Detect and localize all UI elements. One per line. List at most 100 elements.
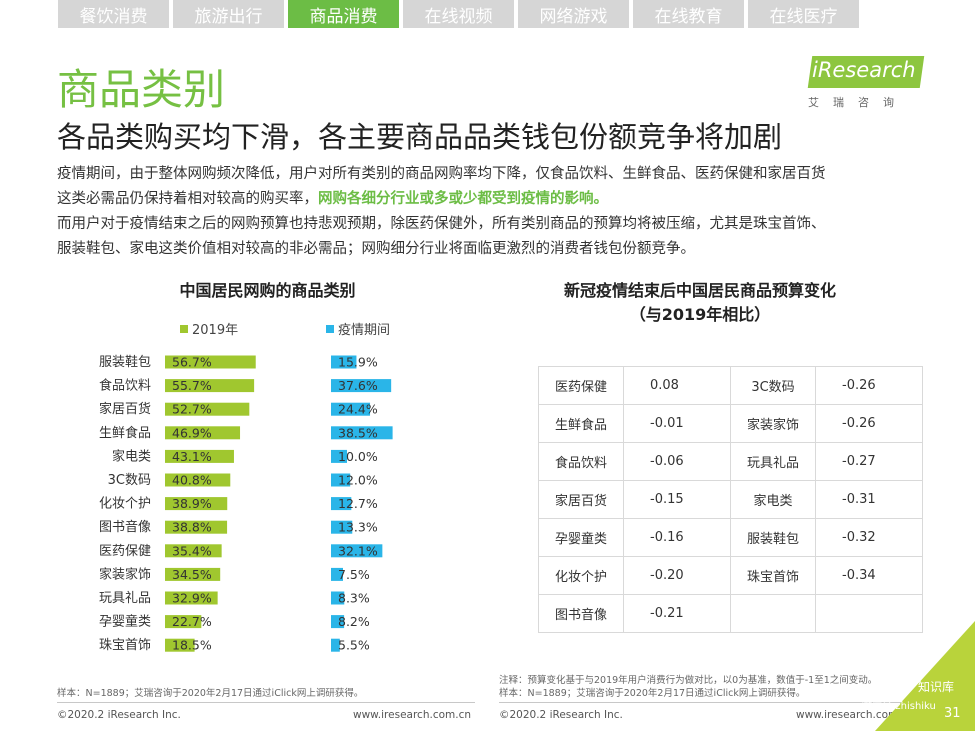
corner-decoration bbox=[875, 621, 975, 731]
category-label: 家居百货 bbox=[99, 401, 151, 417]
budget-category: 3C数码 bbox=[730, 366, 816, 405]
budget-table: 医药保健 0.08 3C数码 -0.26 生鲜食品 -0.01 家装家饰 -0.26 食品饮料 -… bbox=[538, 366, 923, 633]
legend-swatch-2019 bbox=[180, 324, 188, 333]
iresearch-logo: iResearch 艾瑞咨询 bbox=[806, 56, 928, 112]
bar-epidemic-label: 38.5% bbox=[338, 425, 378, 440]
category-label: 生鲜食品 bbox=[99, 425, 151, 441]
right-chart-title: 新冠疫情结束后中国居民商品预算变化 （与2019年相比） bbox=[563, 281, 836, 324]
bar-epidemic-label: 24.4% bbox=[338, 402, 378, 417]
budget-value: 0.08 bbox=[623, 366, 731, 405]
bar-2019-label: 38.8% bbox=[172, 520, 212, 535]
category-label: 食品饮料 bbox=[99, 378, 151, 394]
bar-2019 bbox=[165, 402, 250, 416]
bar-epidemic bbox=[331, 379, 392, 393]
budget-category: 孕婴童类 bbox=[538, 518, 624, 557]
legend-2019: 2019年 bbox=[180, 319, 238, 338]
budget-value: -0.15 bbox=[623, 480, 731, 519]
bar-epidemic bbox=[331, 402, 371, 416]
budget-value: -0.27 bbox=[815, 442, 923, 481]
budget-category: 玩具礼品 bbox=[730, 442, 816, 481]
bar-epidemic-label: 32.1% bbox=[338, 543, 378, 558]
budget-value: -0.26 bbox=[815, 366, 923, 405]
budget-value: -0.21 bbox=[623, 594, 731, 633]
budget-category: 服装鞋包 bbox=[730, 518, 816, 557]
bar-2019 bbox=[165, 544, 222, 558]
bar-epidemic bbox=[331, 638, 340, 652]
category-label: 珠宝首饰 bbox=[99, 638, 151, 653]
budget-row: 图书音像 -0.21 bbox=[538, 594, 923, 633]
left-sample-note: 样本：N=1889；艾瑞咨询于2020年2月17日通过iClick网上调研获得。 bbox=[57, 688, 364, 699]
category-label: 图书音像 bbox=[99, 519, 151, 535]
intro-line-2: 这类必需品仍保持着相对较高的购买率，网购各细分行业或多或少都受到疫情的影响。 bbox=[57, 191, 608, 207]
budget-row: 医药保健 0.08 3C数码 -0.26 bbox=[538, 366, 923, 405]
bar-2019 bbox=[165, 520, 228, 534]
bar-epidemic-label: 7.5% bbox=[338, 567, 370, 582]
intro-line-1: 疫情期间，由于整体网购频次降低，用户对所有类别的商品网购率均下降，仅食品饮料、生… bbox=[57, 166, 826, 182]
bar-2019 bbox=[165, 497, 228, 511]
bar-epidemic-label: 12.7% bbox=[338, 496, 378, 511]
bar-2019 bbox=[165, 355, 256, 369]
bar-epidemic bbox=[331, 355, 357, 369]
bar-epidemic-label: 37.6% bbox=[338, 378, 378, 393]
bar-2019 bbox=[165, 379, 255, 393]
budget-value: -0.16 bbox=[623, 518, 731, 557]
bar-2019 bbox=[165, 426, 241, 440]
right-note: 注释：预算变化基于与2019年用户消费行为做对比，以0为基准，数值于-1至1之间… bbox=[499, 675, 878, 686]
left-chart-title: 中国居民网购的商品类别 bbox=[179, 281, 356, 300]
tab-5[interactable]: 在线教育 bbox=[633, 0, 744, 28]
budget-value: -0.31 bbox=[815, 480, 923, 519]
right-sample-note: 样本：N=1889；艾瑞咨询于2020年2月17日通过iClick网上调研获得。 bbox=[499, 688, 806, 699]
budget-category: 珠宝首饰 bbox=[730, 556, 816, 595]
bar-epidemic bbox=[331, 520, 353, 534]
bar-2019-label: 40.8% bbox=[172, 473, 212, 488]
bar-2019-label: 56.7% bbox=[172, 355, 212, 370]
bar-epidemic bbox=[331, 567, 343, 581]
bar-2019 bbox=[165, 615, 202, 629]
footer-copyright-right: ©2020.2 iResearch Inc. bbox=[499, 709, 623, 721]
bar-epidemic bbox=[331, 473, 351, 487]
page-number: 31 bbox=[944, 706, 961, 721]
budget-value: -0.32 bbox=[815, 518, 923, 557]
category-label: 3C数码 bbox=[108, 473, 151, 488]
bar-epidemic bbox=[331, 449, 347, 463]
budget-category bbox=[730, 594, 816, 633]
bar-epidemic bbox=[331, 497, 352, 511]
bar-epidemic-label: 13.3% bbox=[338, 520, 378, 535]
tab-4[interactable]: 网络游戏 bbox=[518, 0, 629, 28]
bar-2019-label: 55.7% bbox=[172, 378, 212, 393]
footer-copyright-left: ©2020.2 iResearch Inc. bbox=[57, 709, 181, 721]
legend-swatch-epidemic bbox=[326, 324, 334, 333]
tab-6[interactable]: 在线医疗 bbox=[748, 0, 859, 28]
bar-epidemic bbox=[331, 426, 393, 440]
bar-2019-label: 18.5% bbox=[172, 638, 212, 653]
bar-epidemic-label: 12.0% bbox=[338, 473, 378, 488]
bar-epidemic-label: 8.3% bbox=[338, 591, 370, 606]
footer-url-left: www.iresearch.com.cn bbox=[353, 709, 472, 721]
bar-2019-label: 43.1% bbox=[172, 449, 212, 464]
bar-epidemic-label: 15.9% bbox=[338, 355, 378, 370]
watermark-title: 知识库 bbox=[918, 680, 955, 694]
tab-0[interactable]: 餐饮消费 bbox=[58, 0, 169, 28]
budget-row: 食品饮料 -0.06 玩具礼品 -0.27 bbox=[538, 442, 923, 481]
bar-2019-label: 35.4% bbox=[172, 543, 212, 558]
bar-epidemic-label: 5.5% bbox=[338, 638, 370, 653]
budget-category: 化妆个护 bbox=[538, 556, 624, 595]
budget-category: 家居百货 bbox=[538, 480, 624, 519]
tab-1[interactable]: 旅游出行 bbox=[173, 0, 284, 28]
bar-2019-label: 32.9% bbox=[172, 591, 212, 606]
bar-2019-label: 38.9% bbox=[172, 496, 212, 511]
budget-value: -0.20 bbox=[623, 556, 731, 595]
budget-category: 家电类 bbox=[730, 480, 816, 519]
tab-2[interactable]: 商品消费 bbox=[288, 0, 399, 28]
legend-epidemic: 疫情期间 bbox=[326, 319, 390, 338]
budget-category: 家装家饰 bbox=[730, 404, 816, 443]
category-label: 服装鞋包 bbox=[99, 354, 151, 370]
tab-3[interactable]: 在线视频 bbox=[403, 0, 514, 28]
category-label: 家装家饰 bbox=[99, 566, 151, 582]
category-label: 孕婴童类 bbox=[99, 614, 151, 630]
intro-highlight: 网购各细分行业或多或少都受到疫情的影响。 bbox=[318, 191, 608, 207]
bar-epidemic-label: 8.2% bbox=[338, 614, 370, 629]
budget-value: -0.01 bbox=[623, 404, 731, 443]
bar-2019-label: 46.9% bbox=[172, 425, 212, 440]
category-tabs: 餐饮消费 旅游出行 商品消费 在线视频 网络游戏 在线教育 在线医疗 bbox=[58, 0, 859, 28]
